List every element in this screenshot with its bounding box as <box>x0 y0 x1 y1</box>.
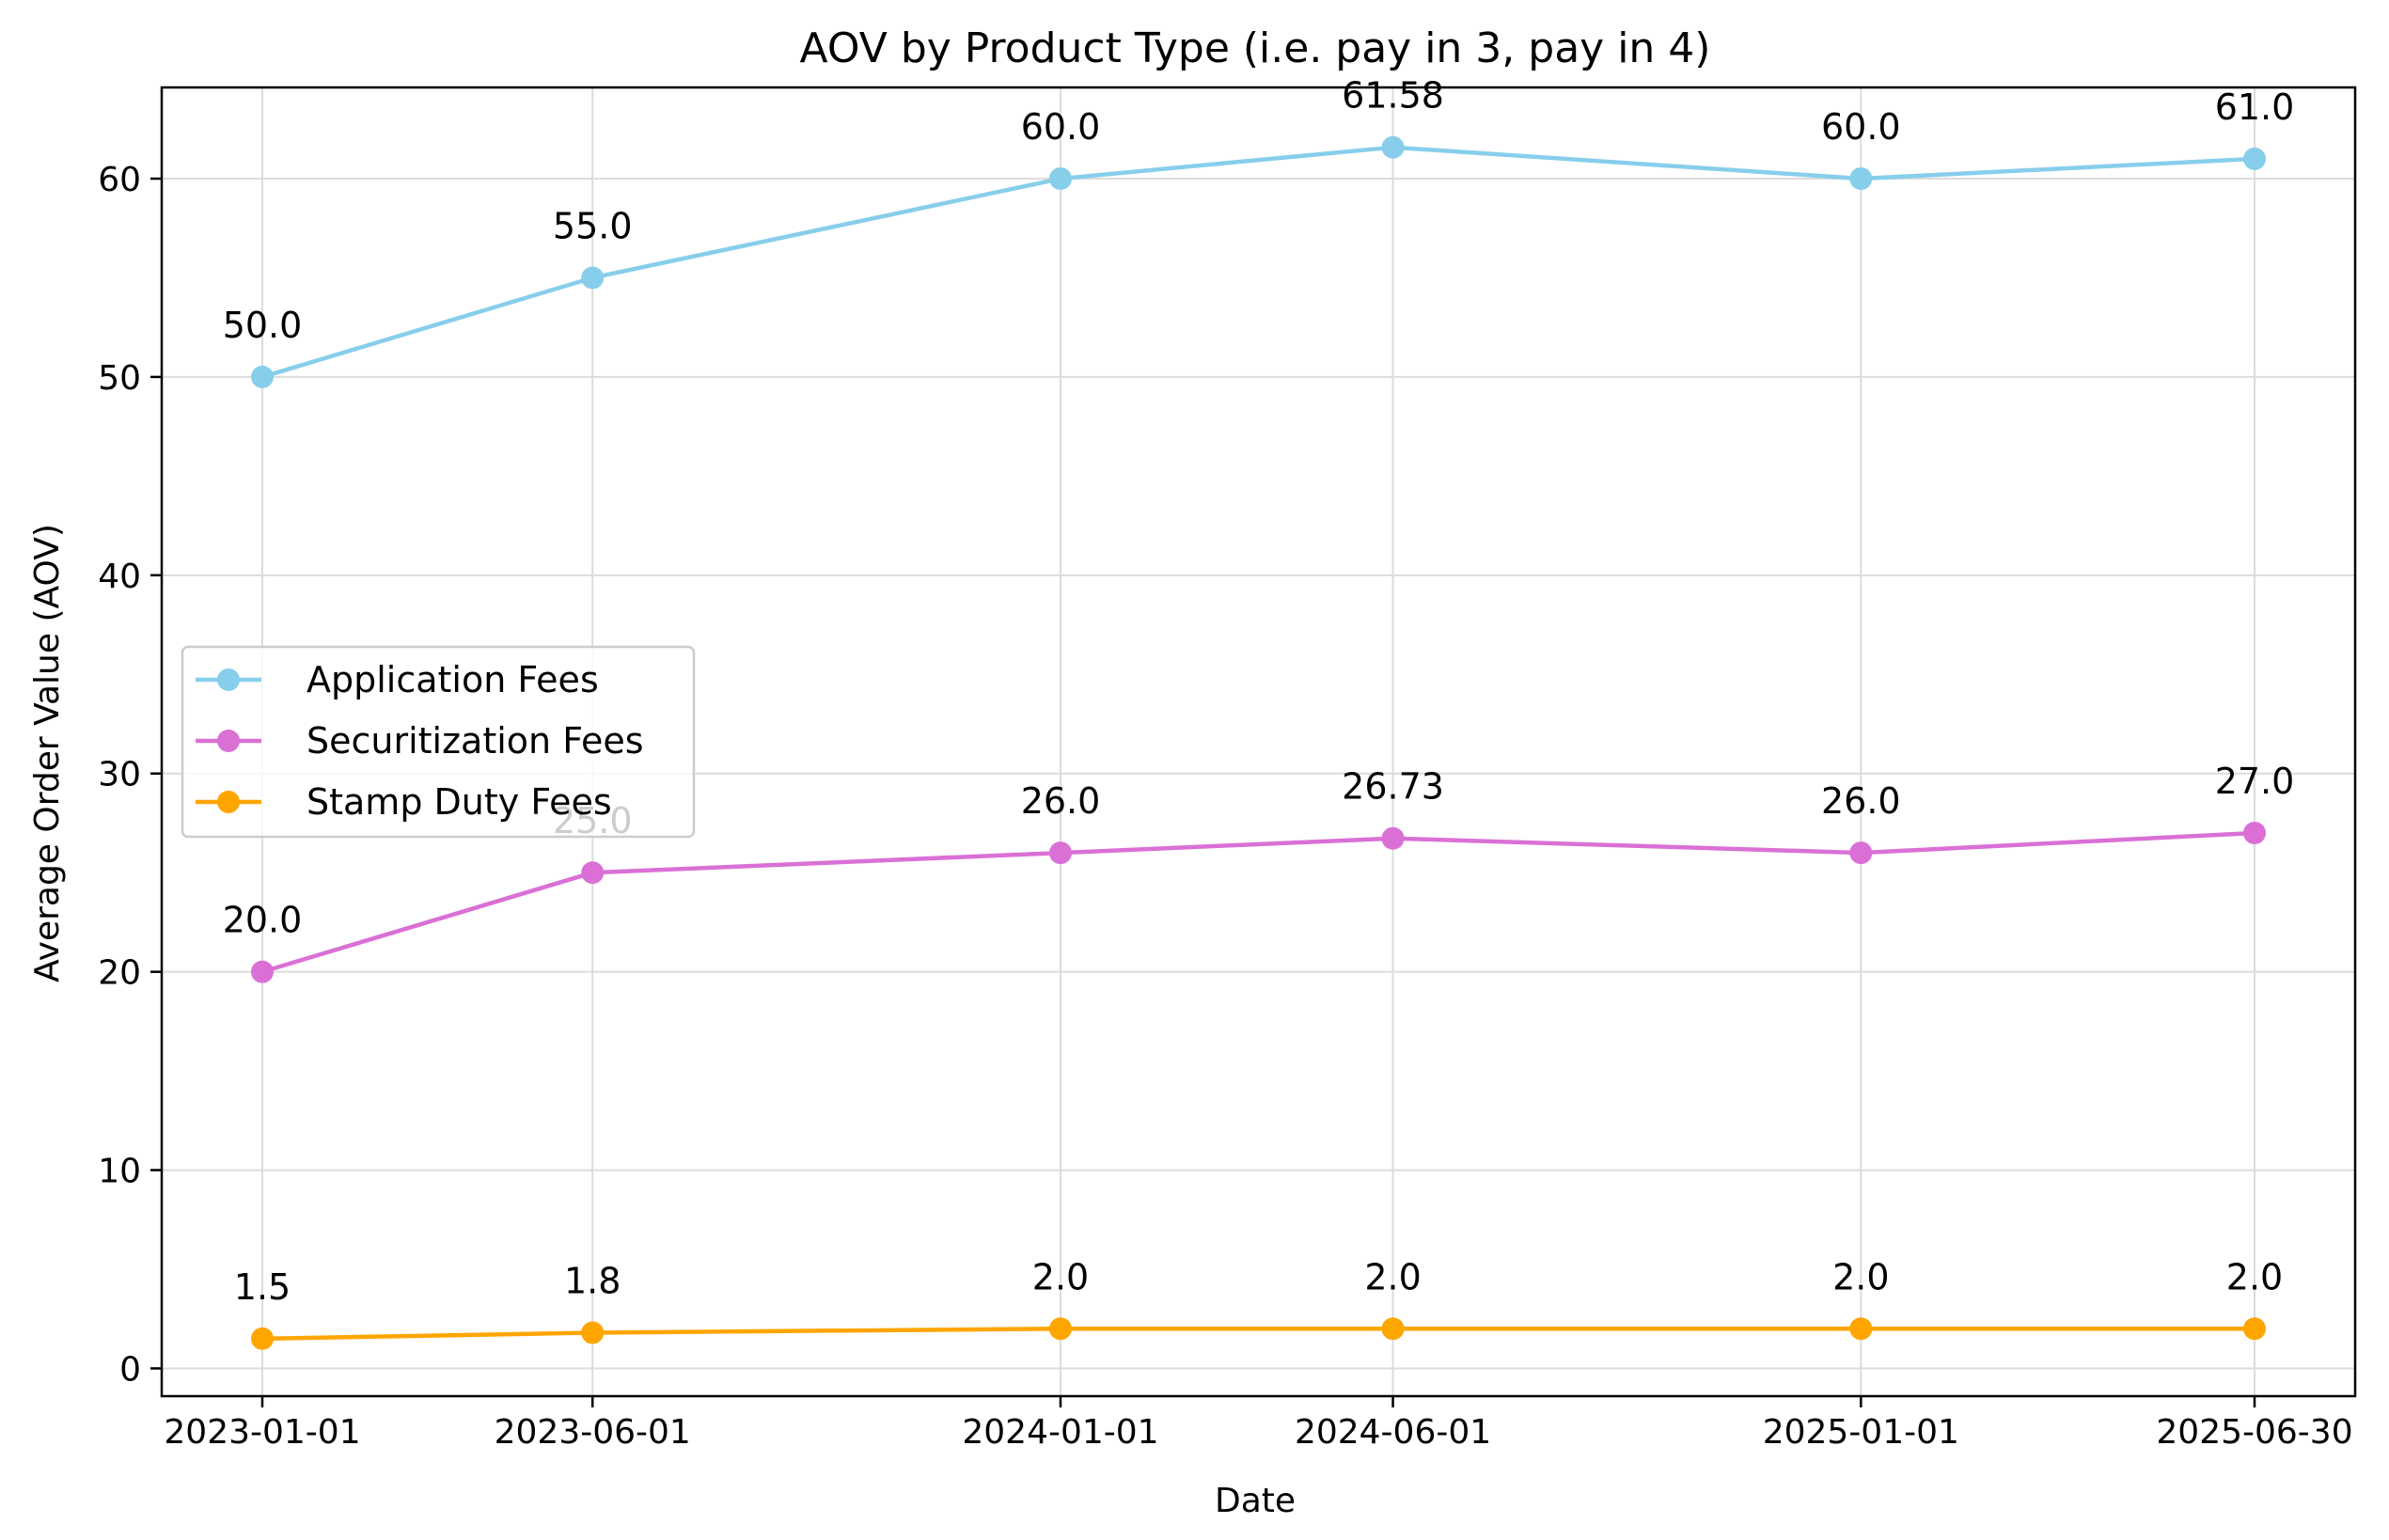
data-label: 61.0 <box>2215 86 2295 128</box>
x-tick-label: 2023-06-01 <box>495 1413 691 1452</box>
data-point <box>1048 1317 1072 1341</box>
series-2 <box>251 822 2266 983</box>
data-point <box>1849 841 1873 865</box>
legend-swatch-marker <box>217 668 240 691</box>
legend-box <box>181 645 696 839</box>
data-point <box>1849 1317 1873 1341</box>
data-point <box>1381 135 1405 159</box>
legend-item: Application Fees <box>196 659 599 700</box>
data-point <box>2243 822 2266 845</box>
data-point <box>1048 167 1072 191</box>
data-point <box>251 960 274 983</box>
data-label: 26.0 <box>1821 780 1901 822</box>
series-3 <box>251 1317 2266 1350</box>
data-label: 60.0 <box>1021 106 1101 148</box>
x-axis-label: Date <box>1215 1482 1296 1520</box>
series-line <box>261 830 2255 974</box>
data-point <box>251 1327 274 1350</box>
x-tick-label: 2024-01-01 <box>962 1413 1158 1452</box>
data-point <box>1381 1317 1405 1341</box>
data-label: 2.0 <box>1364 1256 1421 1297</box>
data-label: 2.0 <box>1032 1256 1089 1297</box>
data-label: 26.73 <box>1342 766 1444 808</box>
series-layer <box>251 135 2266 1350</box>
x-tick-label: 2025-06-30 <box>2156 1413 2352 1452</box>
y-axis: 0 10 20 30 40 50 60 <box>98 161 162 1389</box>
y-tick-label: 20 <box>98 954 141 993</box>
x-tick-label: 2024-06-01 <box>1295 1413 1491 1452</box>
y-tick-label: 40 <box>98 558 141 596</box>
series-line <box>261 145 2255 380</box>
data-point <box>1849 167 1873 191</box>
x-tick-label: 2025-01-01 <box>1763 1413 1959 1452</box>
data-label: 1.8 <box>564 1261 621 1302</box>
chart-title: AOV by Product Type (i.e. pay in 3, pay … <box>800 24 1711 72</box>
legend-item: Stamp Duty Fees <box>196 781 612 823</box>
data-point <box>251 365 274 388</box>
x-tick-label: 2023-01-01 <box>164 1413 360 1452</box>
data-point <box>581 861 605 885</box>
legend-swatch-marker <box>217 730 240 752</box>
data-point <box>581 266 605 290</box>
data-label: 2.0 <box>2226 1256 2283 1297</box>
grid <box>162 87 2355 1396</box>
legend-swatch-marker <box>217 791 240 813</box>
series-line <box>261 1327 2255 1342</box>
data-label: 1.5 <box>234 1266 291 1308</box>
y-tick-label: 60 <box>98 161 141 199</box>
data-label: 20.0 <box>223 900 303 941</box>
data-label: 60.0 <box>1821 106 1901 148</box>
y-tick-label: 0 <box>119 1350 141 1389</box>
legend: Application Fees Securitization Fees Stamp… <box>181 645 696 839</box>
y-tick-label: 30 <box>98 756 141 794</box>
legend-label: Application Fees <box>306 659 599 700</box>
y-tick-label: 50 <box>98 359 141 398</box>
y-axis-label: Average Order Value (AOV) <box>28 524 67 982</box>
data-label: 55.0 <box>553 205 633 246</box>
legend-label: Securitization Fees <box>306 720 644 762</box>
data-point <box>581 1321 605 1344</box>
data-point <box>1048 841 1072 865</box>
y-tick-label: 10 <box>98 1153 141 1191</box>
plot-frame <box>160 86 2357 1398</box>
x-axis: 2023-01-01 2023-06-01 2024-01-01 2024-06-01… <box>164 1396 2353 1452</box>
data-point <box>2243 1317 2266 1341</box>
data-label: 26.0 <box>1021 780 1101 822</box>
series-1 <box>251 135 2266 388</box>
data-point <box>1381 826 1405 850</box>
data-label: 50.0 <box>223 305 303 346</box>
data-label: 61.58 <box>1342 75 1444 117</box>
data-point <box>2243 147 2266 170</box>
data-label: 2.0 <box>1832 1256 1889 1297</box>
legend-label: Stamp Duty Fees <box>306 781 612 823</box>
data-label: 27.0 <box>2215 761 2295 802</box>
legend-item: Securitization Fees <box>196 720 644 762</box>
